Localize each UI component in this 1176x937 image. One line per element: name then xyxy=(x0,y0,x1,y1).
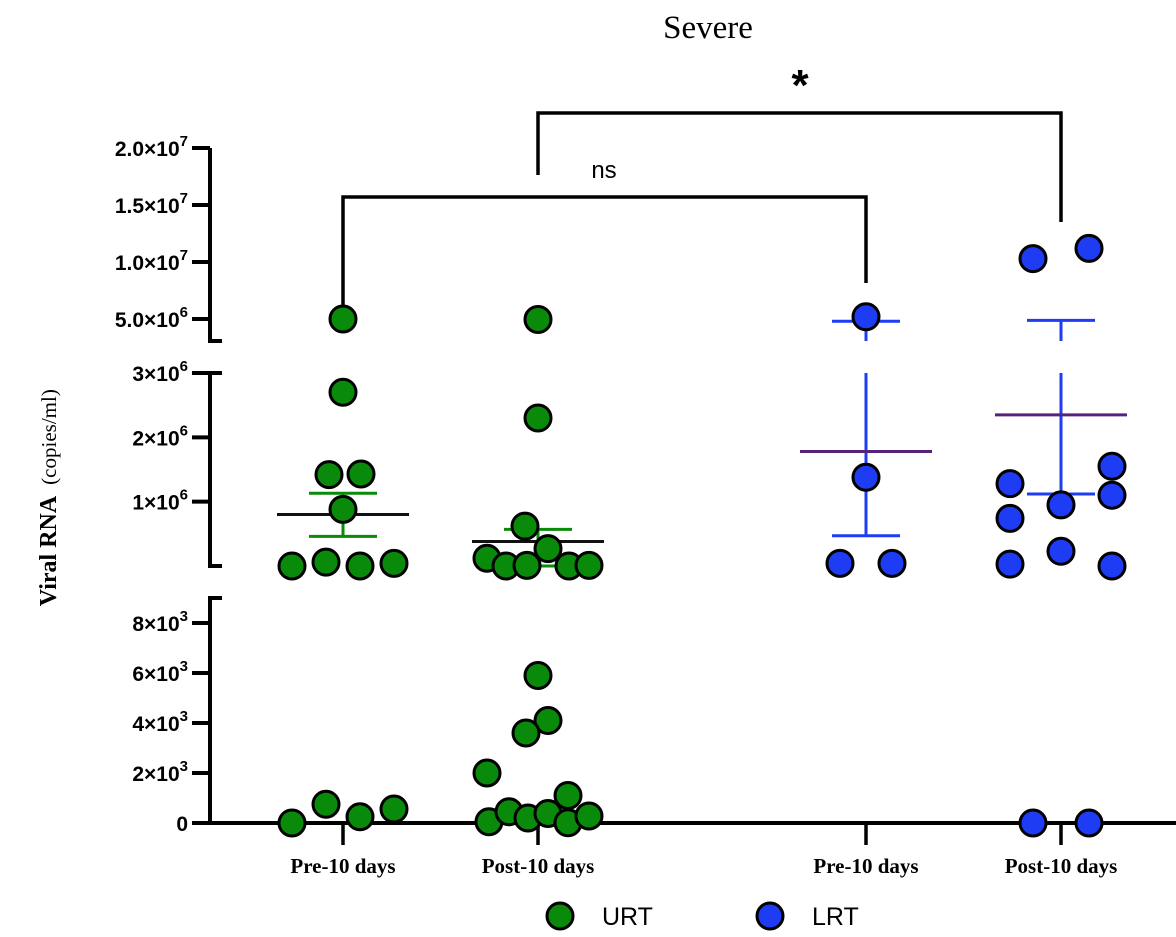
urt-point xyxy=(345,802,375,832)
lrt-point xyxy=(1018,244,1048,274)
urt-point xyxy=(379,548,409,578)
x-tick-label-3: Pre-10 days xyxy=(813,854,918,878)
y-tick-label: 2×103 xyxy=(132,758,188,786)
lrt-point xyxy=(1074,233,1104,263)
legend-label-lrt: LRT xyxy=(812,903,859,931)
urt-point xyxy=(533,706,563,735)
y-tick-label: 2.0×107 xyxy=(115,133,188,161)
y-tick-label: 4×103 xyxy=(132,708,188,736)
mean-sem-bars xyxy=(277,318,1127,568)
urt-point xyxy=(277,808,307,838)
y-tick-label: 6×103 xyxy=(132,658,188,686)
lrt-point xyxy=(851,302,881,332)
urt-point xyxy=(523,403,553,433)
lrt-point xyxy=(1046,536,1076,566)
data-points xyxy=(277,233,1127,838)
significance-brackets: ns * xyxy=(341,61,1063,309)
y-tick-label: 3×106 xyxy=(132,358,188,386)
x-tick-label-1: Pre-10 days xyxy=(290,854,395,878)
legend-label-urt: URT xyxy=(602,903,653,931)
x-tick-label-2: Post-10 days xyxy=(482,854,595,878)
lrt-point xyxy=(1097,480,1127,510)
urt-point xyxy=(510,511,540,541)
lrt-point xyxy=(1074,808,1104,838)
y-tick-label: 1.0×107 xyxy=(115,247,188,275)
significance-bracket-2 xyxy=(536,111,1063,222)
y-tick-label: 2×106 xyxy=(132,422,188,450)
urt-point xyxy=(574,801,604,831)
urt-point xyxy=(328,494,358,524)
y-axis-title-main: Viral RNA xyxy=(36,495,62,606)
urt-point xyxy=(523,304,553,334)
lrt-point xyxy=(877,548,907,578)
urt-point xyxy=(277,551,307,581)
urt-point xyxy=(345,551,375,581)
lrt-point xyxy=(825,548,855,578)
urt-point xyxy=(311,547,341,577)
y-tick-label: 8×103 xyxy=(132,608,188,636)
urt-point xyxy=(523,661,553,690)
urt-point xyxy=(512,550,542,580)
legend: URT LRT xyxy=(545,901,859,931)
lrt-point xyxy=(995,549,1025,579)
lrt-point xyxy=(995,469,1025,499)
legend-marker-lrt xyxy=(755,901,785,931)
urt-point xyxy=(346,459,376,489)
lrt-point xyxy=(1097,451,1127,481)
y-tick-label: 5.0×106 xyxy=(115,304,188,332)
urt-point xyxy=(328,304,358,334)
urt-point xyxy=(314,460,344,490)
y-tick-label: 1×106 xyxy=(132,487,188,515)
x-axis-labels: Pre-10 days Post-10 days Pre-10 days Post-1… xyxy=(290,854,1117,878)
urt-point xyxy=(574,550,604,580)
urt-point xyxy=(511,718,541,748)
significance-bracket-1 xyxy=(341,195,868,309)
lrt-point xyxy=(851,462,881,492)
lrt-point xyxy=(1097,551,1127,581)
axes: 5.0×106 1.0×107 1.5×107 2.0×107 1×106 2×106 3×… xyxy=(115,133,1176,845)
y-tick-label: 1.5×107 xyxy=(115,190,188,218)
urt-point xyxy=(533,534,563,564)
lrt-point xyxy=(1046,490,1076,520)
lrt-point xyxy=(1018,808,1048,838)
x-tick-label-4: Post-10 days xyxy=(1005,854,1118,878)
significance-label-1: ns xyxy=(591,157,616,184)
urt-point xyxy=(328,377,358,407)
urt-point xyxy=(379,794,409,824)
y-axis-title: Viral RNA (copies/ml) xyxy=(36,389,62,606)
lrt-point xyxy=(995,503,1025,533)
y-axis-title-unit: (copies/ml) xyxy=(37,389,61,485)
urt-point xyxy=(311,789,341,819)
chart-title: Severe xyxy=(663,10,753,46)
legend-marker-urt xyxy=(545,901,575,931)
urt-point xyxy=(472,758,502,788)
significance-label-2: * xyxy=(791,61,809,110)
y-tick-label: 0 xyxy=(176,813,188,836)
